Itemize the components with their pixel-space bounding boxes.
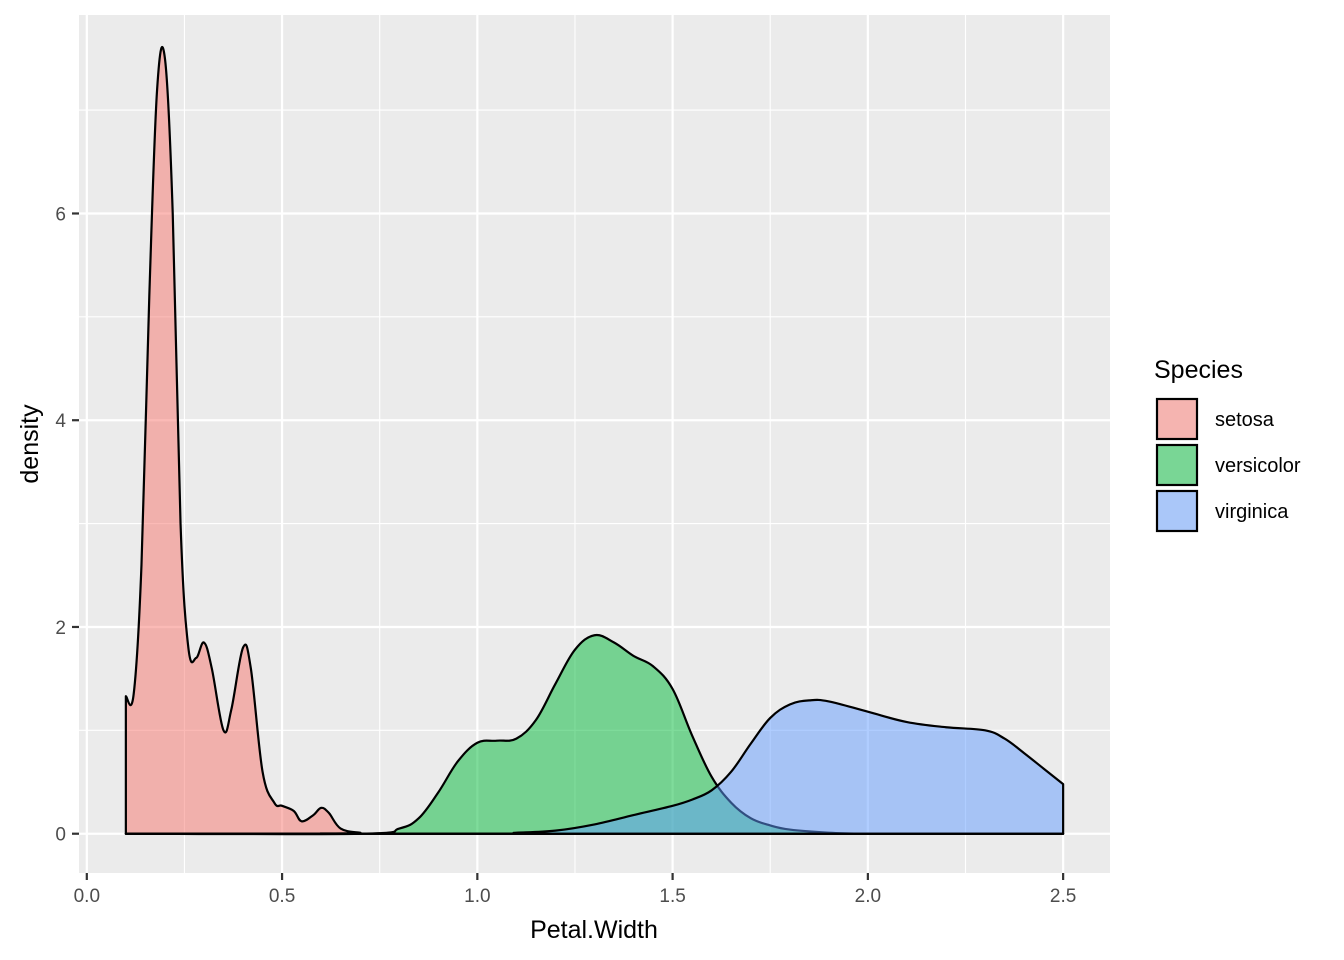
legend-title: Species: [1154, 356, 1243, 384]
legend-label-versicolor: versicolor: [1215, 455, 1301, 477]
legend-key-versicolor: [1155, 443, 1199, 487]
x-axis-title: Petal.Width: [530, 916, 658, 944]
axes: 0.0 0.5 1.0 1.5 2.0 2.5 0 2 4 6: [55, 204, 1076, 907]
x-tick-label: 1.5: [659, 886, 685, 907]
legend-label-setosa: setosa: [1215, 409, 1275, 431]
density-area-virginica: [124, 698, 1065, 835]
x-tick-label: 1.0: [464, 886, 490, 907]
x-tick-label: 2.5: [1050, 886, 1076, 907]
x-tick-label: 0.0: [74, 886, 100, 907]
legend-key-setosa: [1155, 397, 1199, 441]
y-tick-label: 6: [55, 204, 66, 225]
x-tick-label: 0.5: [269, 886, 295, 907]
density-area-setosa: [124, 45, 1065, 835]
y-tick-label: 0: [55, 825, 66, 846]
y-tick-label: 2: [55, 618, 66, 639]
legend-key-virginica: [1155, 489, 1199, 533]
legend: Species setosa versicolor virginica: [1154, 356, 1301, 533]
density-areas: [124, 45, 1065, 836]
x-tick-label: 2.0: [855, 886, 881, 907]
y-tick-label: 4: [55, 411, 66, 432]
grid-lines: [79, 15, 1110, 873]
y-axis-title: density: [16, 404, 44, 484]
legend-label-virginica: virginica: [1215, 501, 1289, 523]
